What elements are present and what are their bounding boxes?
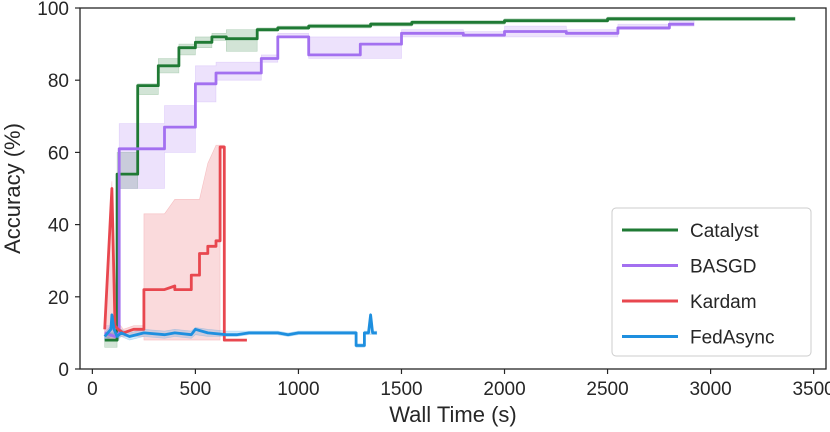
catalyst-line [104, 17, 796, 342]
basgd-band [104, 20, 695, 341]
legend-label-fedasync: FedAsync [690, 328, 774, 349]
x-tick-label: 3000 [689, 379, 731, 400]
y-tick-label: 60 [48, 143, 69, 164]
y-tick-label: 20 [48, 288, 69, 309]
y-axis-label: Accuracy (%) [0, 123, 25, 254]
x-tick-label: 500 [180, 379, 212, 400]
plot-frame [79, 7, 827, 370]
legend-label-kardam: Kardam [690, 292, 757, 313]
x-tick-label: 1000 [277, 379, 319, 400]
x-tick-label: 3500 [792, 379, 830, 400]
catalyst-band [104, 16, 796, 348]
x-tick-label: 2500 [586, 379, 628, 400]
series-lines [103, 17, 796, 347]
basgd-line [104, 22, 695, 338]
x-axis-label: Wall Time (s) [389, 402, 517, 427]
fedasync-line [103, 313, 377, 347]
x-axis-ticks: 0 500 1000 1500 2000 2500 3000 3500 [87, 369, 830, 400]
legend-label-basgd: BASGD [690, 257, 757, 278]
y-tick-label: 40 [48, 216, 69, 237]
y-tick-label: 100 [37, 0, 69, 20]
fedasync-band [104, 312, 378, 348]
y-tick-label: 0 [58, 360, 69, 381]
x-tick-label: 1500 [380, 379, 422, 400]
y-tick-label: 80 [48, 71, 69, 92]
y-axis-ticks: 0 20 40 60 80 100 [37, 0, 80, 381]
x-tick-label: 0 [87, 379, 98, 400]
legend-box [611, 207, 812, 357]
legend-label-catalyst: Catalyst [690, 221, 759, 242]
x-tick-label: 2000 [483, 379, 525, 400]
legend: Catalyst BASGD Kardam FedAsync [611, 207, 812, 357]
